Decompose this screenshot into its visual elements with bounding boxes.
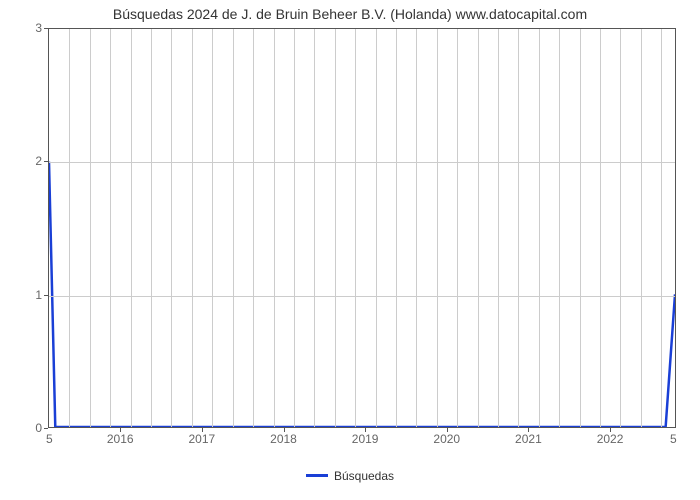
y-tick-mark bbox=[44, 28, 48, 29]
grid-line-v bbox=[90, 29, 91, 427]
grid-line-v bbox=[192, 29, 193, 427]
grid-line-v bbox=[559, 29, 560, 427]
grid-line-v bbox=[110, 29, 111, 427]
x-tick-mark bbox=[447, 428, 448, 432]
y-tick-mark bbox=[44, 161, 48, 162]
grid-line-v bbox=[131, 29, 132, 427]
grid-line-v bbox=[457, 29, 458, 427]
grid-line-v bbox=[416, 29, 417, 427]
x-end-label-left: 5 bbox=[46, 432, 53, 446]
y-tick-label: 2 bbox=[2, 154, 42, 168]
x-tick-label: 2017 bbox=[189, 432, 216, 446]
y-tick-label: 3 bbox=[2, 21, 42, 35]
grid-line-v bbox=[376, 29, 377, 427]
grid-line-v bbox=[212, 29, 213, 427]
x-tick-mark bbox=[610, 428, 611, 432]
grid-line-h bbox=[49, 296, 675, 297]
chart-title: Búsquedas 2024 de J. de Bruin Beheer B.V… bbox=[0, 6, 700, 22]
grid-line-v bbox=[314, 29, 315, 427]
x-tick-mark bbox=[120, 428, 121, 432]
x-tick-label: 2018 bbox=[270, 432, 297, 446]
grid-line-v bbox=[641, 29, 642, 427]
grid-line-v bbox=[580, 29, 581, 427]
y-tick-mark bbox=[44, 295, 48, 296]
x-tick-mark bbox=[284, 428, 285, 432]
y-tick-label: 0 bbox=[2, 421, 42, 435]
grid-line-v bbox=[335, 29, 336, 427]
x-tick-label: 2020 bbox=[433, 432, 460, 446]
grid-line-v bbox=[539, 29, 540, 427]
grid-line-v bbox=[661, 29, 662, 427]
grid-line-v bbox=[294, 29, 295, 427]
legend-label: Búsquedas bbox=[334, 469, 394, 483]
grid-line-v bbox=[478, 29, 479, 427]
grid-line-h bbox=[49, 162, 675, 163]
grid-line-v bbox=[69, 29, 70, 427]
grid-line-v bbox=[253, 29, 254, 427]
series-line bbox=[49, 29, 675, 427]
grid-line-v bbox=[437, 29, 438, 427]
grid-line-v bbox=[355, 29, 356, 427]
x-tick-mark bbox=[365, 428, 366, 432]
x-end-label-right: 5 bbox=[670, 432, 677, 446]
line-chart: Búsquedas 2024 de J. de Bruin Beheer B.V… bbox=[0, 0, 700, 500]
grid-line-v bbox=[600, 29, 601, 427]
x-tick-label: 2022 bbox=[597, 432, 624, 446]
grid-line-v bbox=[151, 29, 152, 427]
legend: Búsquedas bbox=[0, 464, 700, 483]
grid-line-v bbox=[620, 29, 621, 427]
x-tick-label: 2016 bbox=[107, 432, 134, 446]
grid-line-v bbox=[518, 29, 519, 427]
grid-line-v bbox=[233, 29, 234, 427]
grid-line-v bbox=[274, 29, 275, 427]
legend-item: Búsquedas bbox=[306, 469, 394, 483]
y-tick-label: 1 bbox=[2, 288, 42, 302]
x-tick-label: 2019 bbox=[352, 432, 379, 446]
grid-line-v bbox=[498, 29, 499, 427]
plot-area bbox=[48, 28, 676, 428]
x-tick-mark bbox=[528, 428, 529, 432]
x-tick-mark bbox=[202, 428, 203, 432]
grid-line-v bbox=[171, 29, 172, 427]
x-tick-label: 2021 bbox=[515, 432, 542, 446]
legend-swatch bbox=[306, 474, 328, 477]
y-tick-mark bbox=[44, 428, 48, 429]
grid-line-v bbox=[396, 29, 397, 427]
